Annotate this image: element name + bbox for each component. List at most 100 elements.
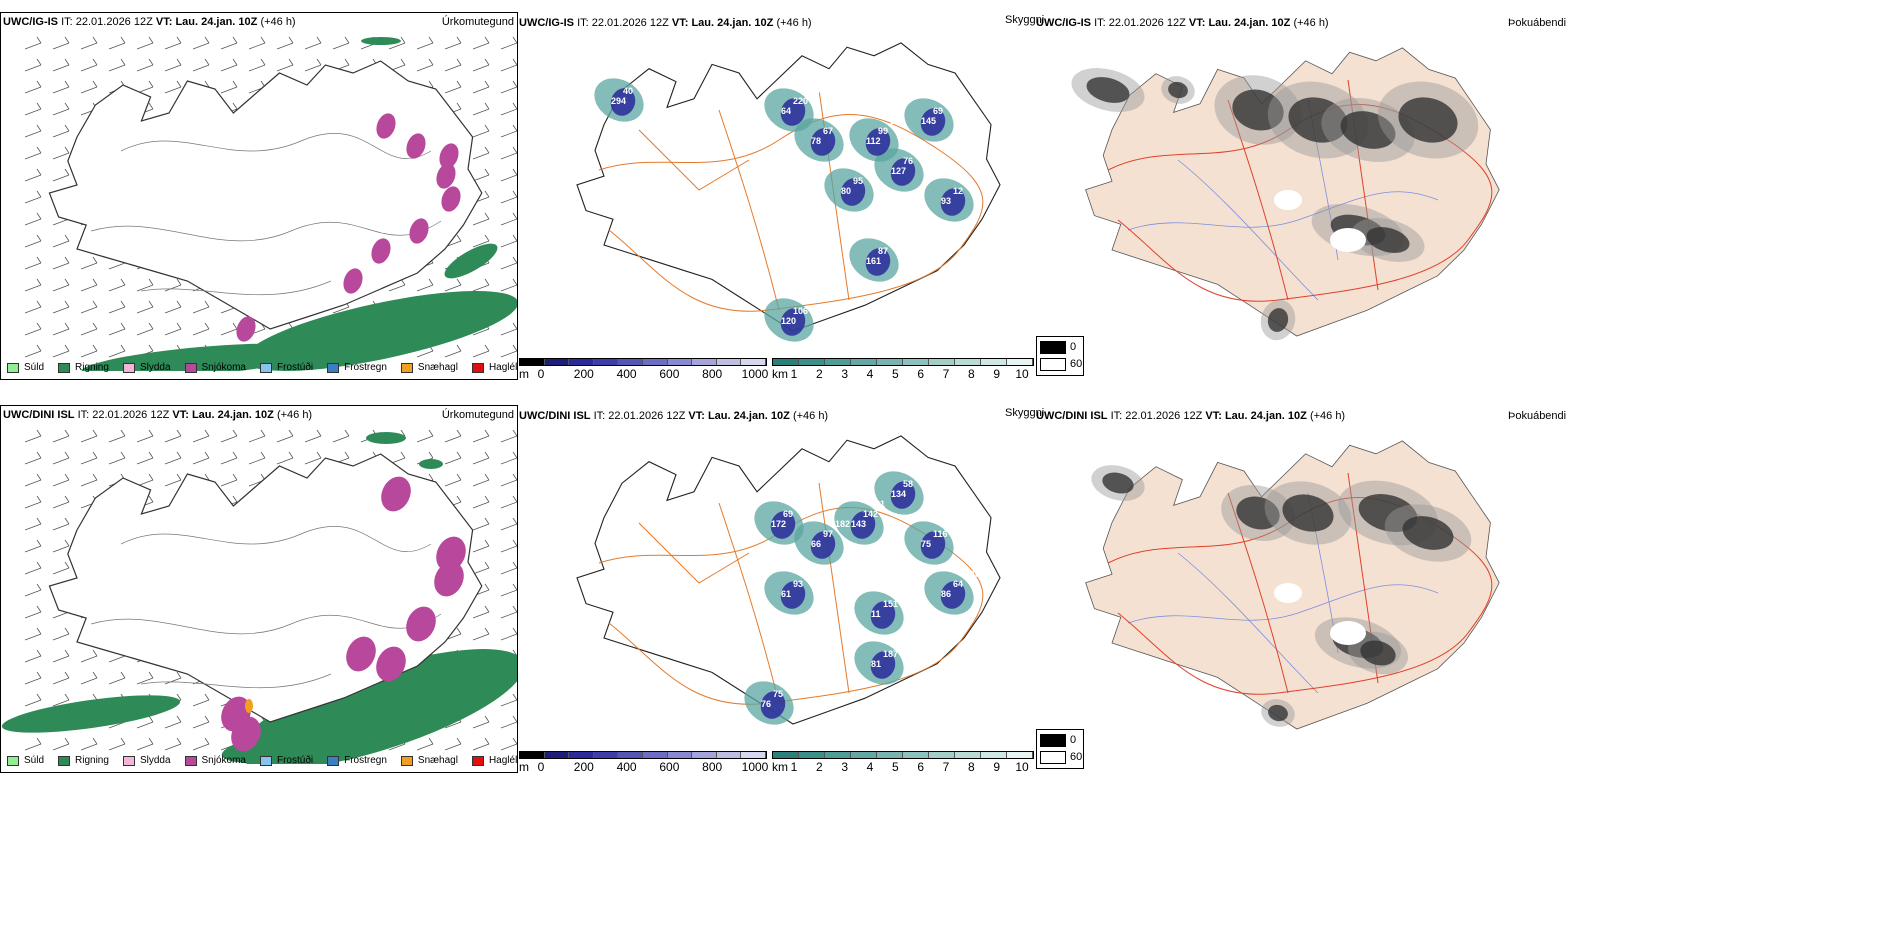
colorbar-tick: 2 — [815, 760, 823, 774]
colorbar-segment — [929, 359, 955, 365]
colorbar-tick: 1000 — [741, 367, 769, 381]
ceiling-value: 143 — [851, 519, 866, 529]
fog-index-map — [1085, 440, 1500, 730]
legend-label: Haglél — [488, 362, 518, 373]
colorbar-tick: 5 — [891, 367, 899, 381]
roads — [598, 482, 984, 705]
ceiling-value: 187 — [883, 649, 898, 659]
ceiling-value: 81 — [871, 659, 881, 669]
ceiling-value: 107 — [915, 146, 930, 156]
ceiling-value: 255 — [945, 519, 960, 529]
colorbar-tick: 8 — [967, 760, 975, 774]
ceiling-value: 258 — [915, 469, 930, 479]
ceiling-value: 76 — [903, 156, 913, 166]
ceiling-value: 151 — [883, 599, 898, 609]
colorbar-tick: 6 — [917, 760, 924, 774]
legend-label: Snæhagl — [417, 755, 458, 766]
ceiling-value: 75 — [921, 539, 931, 549]
precip-map — [24, 36, 517, 371]
colorbar-segment — [692, 752, 717, 758]
colorbar-segment — [799, 359, 825, 365]
ceiling-value: 120 — [781, 316, 796, 326]
legend-item: Snjókoma — [184, 362, 246, 373]
colorbar-segment — [903, 359, 929, 365]
colorbar-tick: 1000 — [741, 760, 769, 774]
colorbar-unit: km — [772, 760, 788, 774]
panel-title: Úrkomutegund — [441, 409, 514, 421]
legend-label: Slydda — [139, 362, 171, 373]
legend-swatch — [259, 755, 272, 766]
legend-item: Snjókoma — [184, 755, 246, 766]
colorbar-segment — [692, 359, 717, 365]
fog-index-key: 0 60 — [1036, 729, 1084, 769]
colorbar-tick: 400 — [616, 760, 637, 774]
panel-title: Skyggni — [1005, 14, 1045, 26]
legend-item: Slydda — [122, 755, 171, 766]
fog-index-field — [1071, 68, 1479, 341]
colorbar-strip — [519, 358, 767, 366]
legend-swatch — [327, 755, 340, 766]
colorbar-segment — [877, 752, 903, 758]
colorbar-tick: 200 — [573, 367, 594, 381]
colorbar-segment — [1007, 752, 1033, 758]
colorbar-segment — [593, 359, 619, 365]
colorbar-segment — [544, 752, 570, 758]
colorbar-tick: 200 — [573, 760, 594, 774]
colorbar-tick: 800 — [702, 367, 723, 381]
colorbar-segment — [667, 752, 693, 758]
legend-label: Rigning — [75, 755, 109, 766]
colorbar-tick: 0 — [537, 367, 545, 381]
ceiling-numbers: 172 66 143 134 75 86 11 81 76 61 69 97 142 58 116 64 151… — [761, 469, 980, 709]
colorbar-segment — [799, 752, 825, 758]
panel-title: Þokuábendi — [1508, 17, 1567, 29]
precip-panel-1: UWC/IG-IS IT: 22.01.2026 12Z VT: Lau. 24… — [0, 12, 518, 380]
ceiling-value: 80 — [841, 186, 851, 196]
ceiling-value: 61 — [781, 589, 791, 599]
visibility-map: 64 78 80 112 127 145 93 161 120 294 220 67 95 99 76 69 1… — [576, 42, 1001, 342]
colorbar-tick: 7 — [942, 367, 950, 381]
panel-header: UWC/IG-IS IT: 22.01.2026 12Z VT: Lau. 24… — [519, 17, 812, 29]
ceiling-value: 142 — [863, 509, 878, 519]
colorbar-tick: 600 — [659, 760, 680, 774]
colorbar-segment — [544, 359, 570, 365]
colorbar-segment — [716, 752, 742, 758]
legend-label: Rigning — [75, 362, 109, 373]
colorbar-tick: 10 — [1015, 760, 1029, 774]
legend-swatch — [184, 755, 197, 766]
fog-index-map — [1071, 47, 1500, 341]
colorbar-tick: 8 — [967, 367, 975, 381]
ceiling-value: 96 — [865, 166, 875, 176]
colorbar-segment — [825, 752, 851, 758]
panel-header: UWC/IG-IS IT: 22.01.2026 12Z VT: Lau. 24… — [3, 16, 296, 28]
fog-key-label: 0 — [1070, 341, 1077, 353]
colorbar-tick: 800 — [702, 760, 723, 774]
precip-legend: Súld Rigning Slydda Snjókoma Frostúði Frostre… — [7, 755, 517, 766]
colorbar-tick: 1 — [790, 760, 798, 774]
legend-label: Súld — [24, 362, 45, 373]
legend-item: Rigning — [58, 362, 109, 373]
colorbar-tick: 10 — [1015, 367, 1029, 381]
legend-item: Snæhagl — [400, 755, 458, 766]
legend-label: Frostregn — [344, 755, 387, 766]
legend-label: Slydda — [139, 755, 171, 766]
ceiling-value: 91 — [795, 499, 805, 509]
colorbar-segment — [569, 359, 594, 365]
legend-swatch — [471, 362, 484, 373]
roads — [1107, 79, 1493, 302]
ceiling-value: 76 — [761, 699, 771, 709]
panel-header: UWC/DINI ISL IT: 22.01.2026 12Z VT: Lau.… — [1036, 410, 1346, 422]
ceiling-value: 69 — [783, 509, 793, 519]
ceiling-value: 40 — [623, 86, 633, 96]
colorbar-segment — [716, 359, 742, 365]
ceiling-value: 95 — [853, 176, 863, 186]
ceiling-value: 58 — [903, 479, 913, 489]
colorbar-segment — [618, 359, 643, 365]
ceiling-value: 294 — [611, 96, 626, 106]
ceiling-value: 67 — [823, 126, 833, 136]
ceiling-value: 53 — [945, 96, 955, 106]
colorbar-segment — [877, 359, 903, 365]
ceiling-value: 87 — [878, 246, 888, 256]
ceiling-colorbar: m 0 200 400 600 800 1000 — [519, 358, 769, 388]
colorbar-segment — [773, 752, 799, 758]
legend-item: Frostregn — [327, 362, 387, 373]
